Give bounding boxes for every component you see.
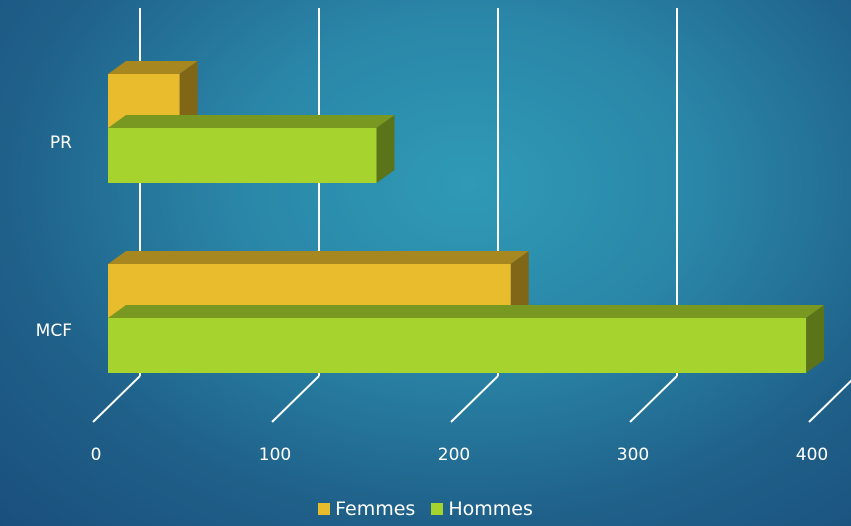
floor-gridline: [629, 375, 678, 423]
legend-item-femmes: Femmes: [318, 498, 415, 520]
bar-side-hommes: [806, 305, 825, 373]
legend-swatch: [318, 503, 331, 515]
x-tick-label: 400: [796, 445, 828, 465]
bar-hommes-mcf: [108, 318, 807, 373]
bar-side-hommes: [376, 115, 395, 183]
bar-hommes-pr: [108, 128, 377, 183]
legend-swatch: [431, 503, 444, 515]
bar-side-femmes: [179, 61, 198, 128]
floor-gridline: [450, 375, 499, 423]
legend-label: Femmes: [335, 498, 416, 520]
bar-side-femmes: [510, 251, 529, 318]
x-tick-label: 100: [259, 445, 291, 465]
legend-item-hommes: Hommes: [431, 498, 533, 520]
floor-gridline: [271, 375, 320, 423]
x-tick-label: 0: [91, 445, 102, 465]
floor-gridline: [808, 379, 851, 423]
bar-top-hommes: [108, 115, 395, 128]
x-tick-label: 300: [617, 445, 649, 465]
legend: Femmes Hommes: [0, 498, 851, 520]
bar-top-femmes: [108, 251, 529, 264]
category-label: PR: [50, 133, 72, 153]
legend-label: Hommes: [448, 498, 533, 520]
bar-top-hommes: [108, 305, 825, 318]
floor-gridline: [92, 375, 141, 423]
x-tick-label: 200: [438, 445, 470, 465]
category-label: MCF: [36, 321, 72, 341]
bar-top-femmes: [108, 61, 198, 74]
